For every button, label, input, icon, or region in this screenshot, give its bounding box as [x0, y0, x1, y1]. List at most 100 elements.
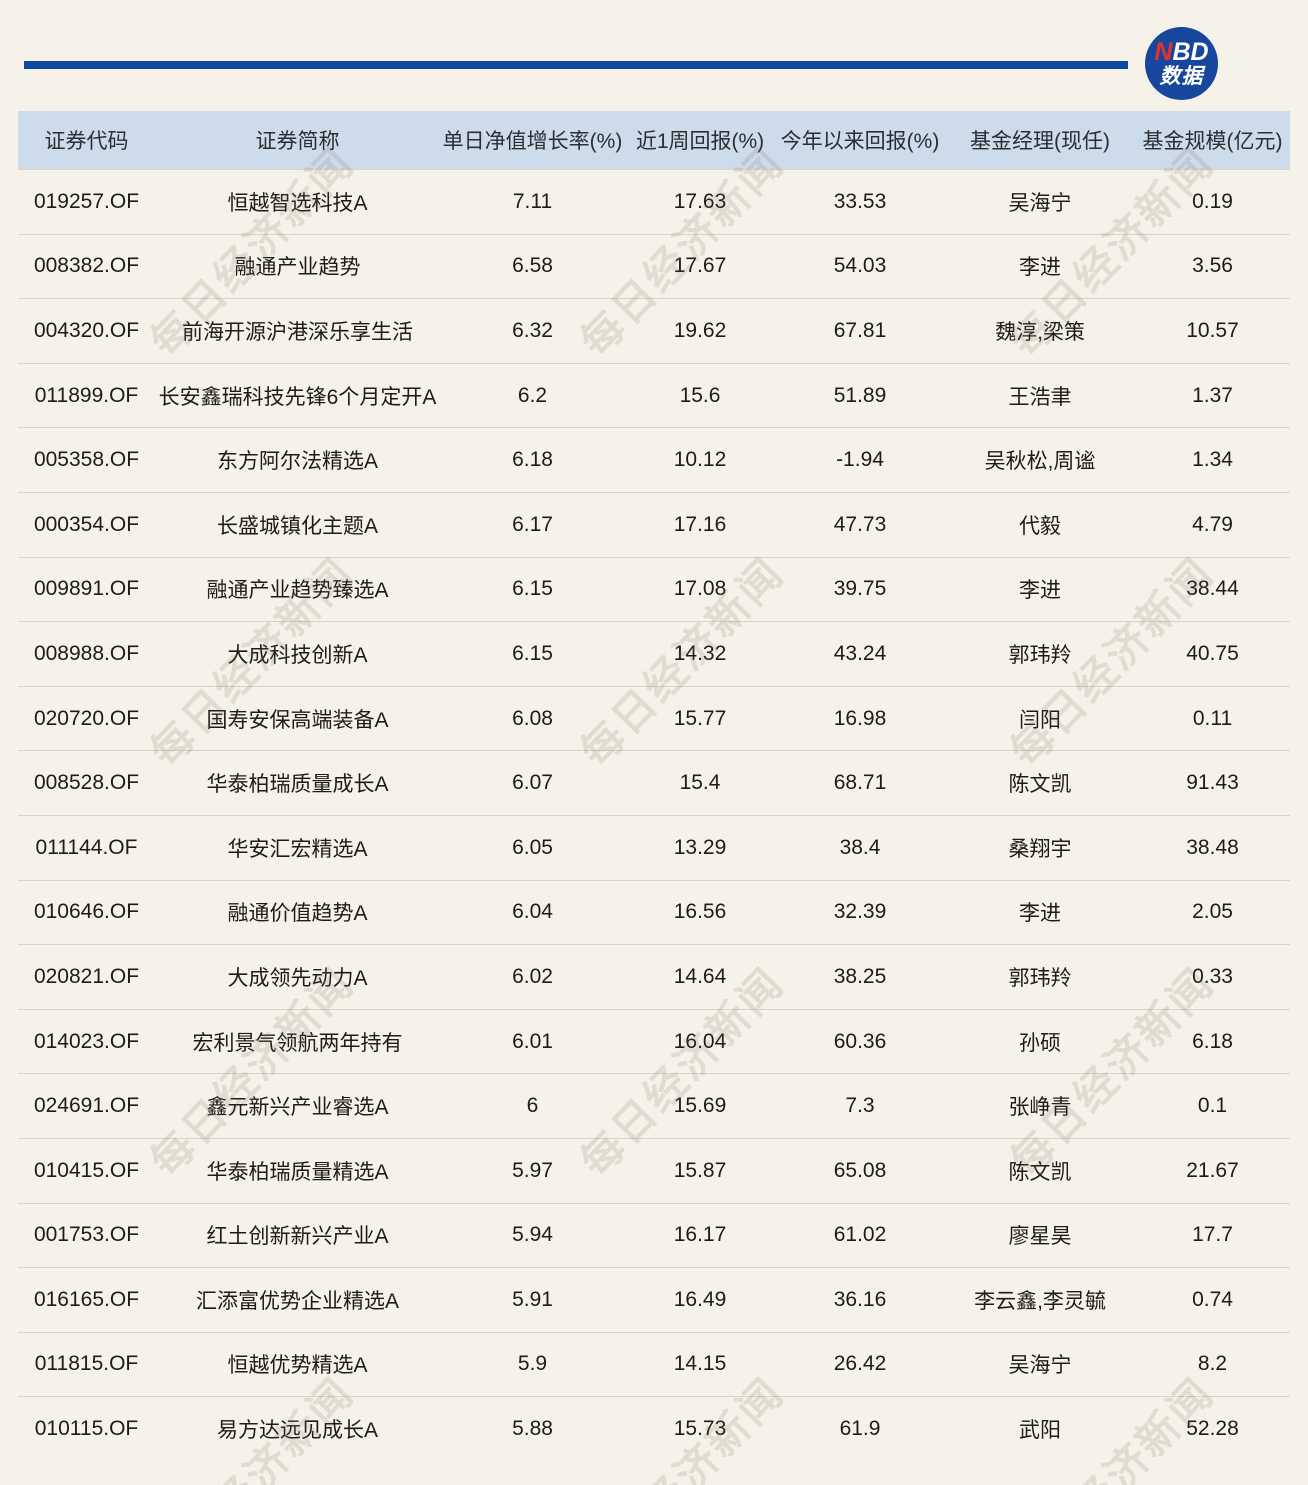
cell-manager: 李进 — [1019, 579, 1061, 603]
cell-1week-return: 14.32 — [673, 641, 727, 665]
cell-fund-name: 大成科技创新A — [227, 643, 368, 667]
cell-fund-size: 1.34 — [1192, 448, 1233, 472]
cell-manager: 魏淳,梁策 — [995, 320, 1085, 344]
cell-daily-nav-growth: 6.04 — [512, 900, 553, 924]
cell-fund-size: 4.79 — [1192, 512, 1233, 536]
cell-1week-return: 15.69 — [673, 1094, 727, 1118]
cell-fund-name: 长安鑫瑞科技先锋6个月定开A — [158, 385, 437, 409]
cell-fund-size: 3.56 — [1192, 254, 1233, 278]
cell-manager: 郭玮羚 — [1008, 966, 1072, 990]
cell-daily-nav-growth: 6.17 — [512, 512, 553, 536]
cell-fund-name: 恒越优势精选A — [227, 1354, 368, 1378]
cell-ytd-return: 33.53 — [833, 189, 887, 213]
cell-fund-name: 宏利景气领航两年持有 — [192, 1031, 403, 1055]
table-row: 011144.OF 华安汇宏精选A 6.05 13.29 38.4 桑翔宇 38.48 — [18, 814, 1290, 880]
table-row: 005358.OF 东方阿尔法精选A 6.18 10.12 -1.94 吴秋松,周谧 1.3… — [18, 427, 1290, 492]
table-row: 014023.OF 宏利景气领航两年持有 6.01 16.04 60.36 孙硕 6.18 — [18, 1008, 1290, 1074]
cell-code: 011899.OF — [34, 383, 139, 407]
cell-ytd-return: 54.03 — [833, 254, 887, 278]
cell-code: 000354.OF — [33, 512, 140, 536]
table-row: 008528.OF 华泰柏瑞质量成长A 6.07 15.4 68.71 陈文凯 91.43 — [18, 750, 1290, 815]
cell-daily-nav-growth: 6.58 — [512, 254, 553, 278]
cell-fund-name: 华泰柏瑞质量成长A — [206, 773, 389, 797]
column-header-6: 基金规模(亿元) — [1142, 130, 1283, 153]
cell-daily-nav-growth: 5.94 — [512, 1223, 553, 1247]
cell-manager: 吴海宁 — [1008, 1354, 1072, 1378]
column-header-4: 今年以来回报(%) — [780, 130, 940, 153]
cell-fund-name: 东方阿尔法精选A — [216, 450, 378, 474]
cell-ytd-return: 38.25 — [833, 964, 887, 988]
cell-ytd-return: 60.36 — [833, 1029, 887, 1053]
cell-ytd-return: 16.98 — [833, 706, 887, 730]
cell-fund-name: 华泰柏瑞质量精选A — [206, 1160, 389, 1184]
cell-code: 008528.OF — [33, 771, 140, 795]
cell-ytd-return: 68.71 — [833, 771, 887, 795]
cell-fund-size: 91.43 — [1186, 771, 1239, 795]
cell-code: 001753.OF — [33, 1223, 140, 1247]
cell-fund-size: 0.1 — [1197, 1094, 1228, 1118]
cell-ytd-return: 61.02 — [833, 1223, 887, 1247]
cell-fund-name: 汇添富优势企业精选A — [195, 1289, 399, 1313]
cell-code: 005358.OF — [33, 448, 140, 472]
cell-ytd-return: 65.08 — [833, 1158, 887, 1182]
cell-fund-name: 国寿安保高端装备A — [206, 708, 389, 732]
cell-1week-return: 16.17 — [673, 1223, 727, 1247]
nbd-logo-text: NBD — [1154, 39, 1208, 65]
cell-fund-size: 10.57 — [1186, 318, 1239, 342]
cell-1week-return: 16.04 — [673, 1029, 727, 1053]
table-row: 008988.OF 大成科技创新A 6.15 14.32 43.24 郭玮羚 40.75 — [18, 621, 1290, 686]
cell-fund-size: 52.28 — [1186, 1417, 1239, 1441]
cell-1week-return: 17.08 — [673, 577, 727, 601]
cell-1week-return: 15.77 — [673, 706, 727, 730]
cell-fund-name: 融通产业趋势 — [234, 256, 361, 280]
header-rule — [24, 61, 1128, 69]
cell-manager: 张峥青 — [1008, 1096, 1072, 1120]
cell-manager: 廖星昊 — [1008, 1225, 1072, 1249]
table-row: 009891.OF 融通产业趋势臻选A 6.15 17.08 39.75 李进 38.44 — [18, 556, 1290, 622]
cell-1week-return: 15.73 — [673, 1417, 727, 1441]
cell-fund-size: 0.74 — [1192, 1287, 1233, 1311]
cell-daily-nav-growth: 5.88 — [512, 1417, 553, 1441]
cell-code: 014023.OF — [33, 1029, 140, 1053]
column-header-5: 基金经理(现任) — [970, 130, 1110, 153]
cell-daily-nav-growth: 6.15 — [512, 577, 553, 601]
cell-fund-size: 21.67 — [1186, 1158, 1239, 1182]
cell-1week-return: 17.67 — [673, 254, 727, 278]
column-header-0: 证券代码 — [44, 130, 129, 153]
cell-1week-return: 13.29 — [673, 835, 727, 859]
nbd-logo: NBD 数据 — [1145, 27, 1218, 100]
cell-1week-return: 17.63 — [673, 189, 727, 213]
cell-manager: 武阳 — [1019, 1419, 1061, 1443]
cell-daily-nav-growth: 6.05 — [512, 835, 553, 859]
cell-manager: 李进 — [1019, 256, 1061, 280]
cell-fund-name: 前海开源沪港深乐享生活 — [182, 320, 413, 344]
cell-manager: 闫阳 — [1019, 708, 1061, 732]
cell-fund-name: 融通产业趋势臻选A — [206, 579, 389, 603]
cell-code: 010115.OF — [34, 1417, 139, 1441]
cell-daily-nav-growth: 6.15 — [512, 641, 553, 665]
cell-daily-nav-growth: 6.01 — [512, 1029, 553, 1053]
column-header-2: 单日净值增长率(%) — [442, 130, 623, 153]
cell-code: 008382.OF — [33, 254, 140, 278]
cell-code: 020821.OF — [33, 964, 140, 988]
cell-manager: 李进 — [1019, 902, 1061, 926]
cell-fund-size: 0.11 — [1192, 706, 1233, 730]
table-row: 008382.OF 融通产业趋势 6.58 17.67 54.03 李进 3.56 — [18, 233, 1290, 299]
cell-fund-name: 易方达远见成长A — [216, 1419, 378, 1443]
cell-1week-return: 17.16 — [673, 512, 727, 536]
cell-manager: 代毅 — [1019, 514, 1061, 538]
cell-fund-name: 恒越智选科技A — [227, 191, 368, 215]
cell-code: 011815.OF — [34, 1352, 139, 1376]
cell-daily-nav-growth: 6.2 — [517, 383, 548, 407]
cell-manager: 李云鑫,李灵毓 — [974, 1289, 1106, 1313]
table-row: 010646.OF 融通价值趋势A 6.04 16.56 32.39 李进 2.05 — [18, 879, 1290, 945]
fund-table: 证券代码 证券简称 单日净值增长率(%) 近1周回报(%) 今年以来回报(%) 基金经理(… — [18, 111, 1290, 1461]
table-row: 010115.OF 易方达远见成长A 5.88 15.73 61.9 武阳 52.28 — [18, 1396, 1290, 1461]
table-row: 001753.OF 红土创新新兴产业A 5.94 16.17 61.02 廖星昊 17.7 — [18, 1202, 1290, 1268]
nbd-logo-n: N — [1154, 38, 1173, 67]
table-row: 010415.OF 华泰柏瑞质量精选A 5.97 15.87 65.08 陈文凯 21.67 — [18, 1137, 1290, 1203]
cell-daily-nav-growth: 6.02 — [512, 964, 553, 988]
table-row: 024691.OF 鑫元新兴产业睿选A 6 15.69 7.3 张峥青 0.1 — [18, 1073, 1290, 1138]
cell-fund-size: 0.19 — [1192, 189, 1233, 213]
cell-daily-nav-growth: 7.11 — [512, 189, 553, 213]
